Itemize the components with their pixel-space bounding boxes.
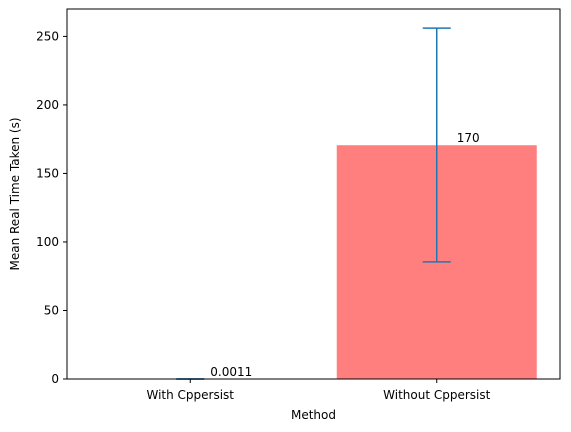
x-tick-label-0: With Cppersist	[146, 388, 234, 402]
value-labels-group: 0.0011 170	[210, 131, 479, 379]
x-tick-label-1: Without Cppersist	[383, 388, 490, 402]
x-axis: With Cppersist Without Cppersist	[146, 379, 491, 402]
y-axis-label: Mean Real Time Taken (s)	[8, 117, 22, 270]
y-tick-label-0: 0	[51, 372, 59, 386]
x-axis-label: Method	[291, 408, 336, 422]
y-tick-label-5: 250	[36, 29, 59, 43]
value-label-1: 170	[457, 131, 480, 145]
y-tick-label-2: 100	[36, 235, 59, 249]
plot-frame	[66, 8, 561, 380]
y-axis: 0 50 100 150 200 250	[36, 29, 67, 386]
value-label-0: 0.0011	[210, 365, 252, 379]
y-tick-label-3: 150	[36, 166, 59, 180]
y-tick-label-4: 200	[36, 98, 59, 112]
bars-group	[90, 145, 537, 379]
y-tick-label-1: 50	[44, 303, 59, 317]
